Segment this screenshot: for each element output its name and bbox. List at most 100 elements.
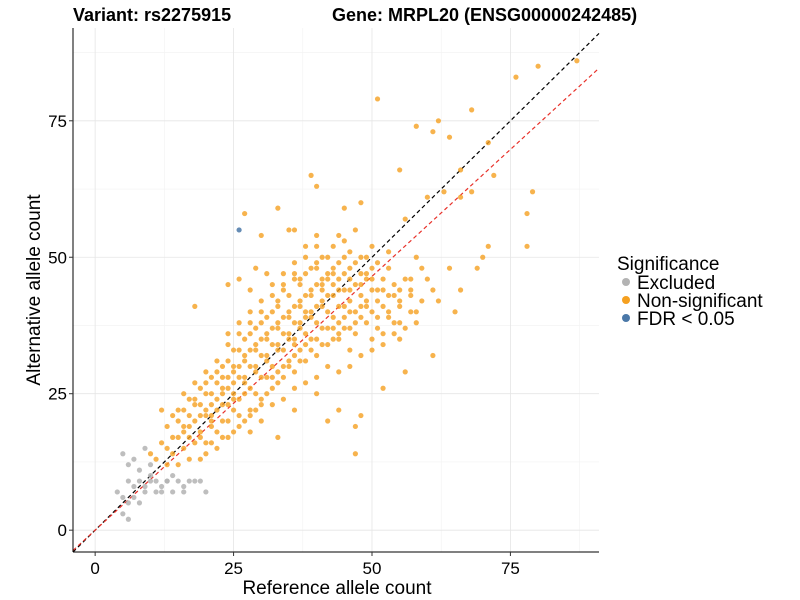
data-point-non-significant [203, 380, 209, 386]
legend-label: Excluded [637, 273, 715, 294]
data-point-non-significant [397, 336, 403, 342]
data-point-non-significant [214, 369, 220, 375]
data-point-non-significant [225, 385, 231, 391]
data-point-non-significant [236, 396, 242, 402]
data-point-non-significant [258, 402, 264, 408]
data-point-non-significant [352, 331, 358, 337]
data-point-non-significant [402, 276, 408, 282]
data-point-non-significant [291, 369, 298, 375]
data-point-non-significant [247, 331, 253, 337]
data-point-non-significant [369, 243, 375, 249]
data-point-excluded [125, 462, 131, 468]
data-point-non-significant [181, 423, 187, 430]
data-point-excluded [186, 478, 192, 484]
data-point-non-significant [341, 205, 347, 211]
data-point-non-significant [247, 429, 253, 435]
data-point-non-significant [341, 314, 347, 320]
data-point-non-significant [219, 363, 226, 370]
data-point-non-significant [374, 298, 381, 304]
data-point-non-significant [181, 445, 187, 451]
data-point-non-significant [424, 276, 430, 282]
data-point-non-significant [186, 423, 192, 430]
data-point-non-significant [280, 271, 286, 277]
data-point-non-significant [280, 374, 286, 380]
data-point-non-significant [291, 352, 298, 359]
data-point-non-significant [170, 434, 176, 440]
data-point-non-significant [291, 336, 298, 342]
data-point-non-significant [264, 271, 270, 277]
data-point-non-significant [391, 320, 397, 326]
data-point-non-significant [253, 341, 259, 348]
data-point-non-significant [424, 194, 430, 200]
data-point-non-significant [225, 281, 231, 288]
data-point-non-significant [291, 385, 298, 391]
data-point-non-significant [258, 418, 264, 424]
data-point-non-significant [214, 358, 220, 364]
data-point-excluded [164, 478, 170, 484]
x-tick-label: 25 [224, 559, 243, 578]
data-point-non-significant [302, 358, 309, 364]
data-point-excluded [142, 489, 148, 495]
data-point-non-significant [236, 412, 242, 419]
data-point-non-significant [408, 292, 414, 299]
data-point-non-significant [480, 254, 486, 260]
data-point-excluded [153, 489, 159, 495]
data-points [114, 58, 580, 522]
data-point-non-significant [363, 276, 370, 282]
data-point-non-significant [258, 232, 264, 239]
data-point-non-significant [419, 298, 425, 304]
legend-key-fdr-0-05 [622, 314, 630, 322]
data-point-non-significant [264, 358, 270, 364]
data-point-non-significant [413, 254, 419, 260]
data-point-non-significant [314, 260, 320, 266]
data-point-non-significant [242, 336, 248, 342]
data-point-non-significant [319, 325, 325, 331]
data-point-non-significant [358, 412, 364, 419]
data-point-non-significant [474, 265, 480, 271]
data-point-non-significant [219, 434, 226, 440]
data-point-non-significant [308, 172, 314, 178]
data-point-non-significant [197, 402, 203, 408]
data-point-non-significant [369, 336, 375, 342]
data-point-non-significant [319, 298, 325, 304]
data-point-non-significant [358, 352, 364, 359]
data-point-non-significant [380, 276, 386, 282]
data-point-non-significant [208, 423, 215, 430]
data-point-non-significant [469, 189, 475, 195]
legend-title: Significance [617, 254, 719, 275]
data-point-excluded [125, 500, 131, 506]
data-point-non-significant [352, 260, 358, 266]
data-point-non-significant [397, 287, 403, 293]
data-point-non-significant [325, 254, 331, 260]
data-point-non-significant [253, 369, 259, 375]
data-point-non-significant [225, 418, 231, 424]
data-point-non-significant [219, 374, 226, 380]
data-point-non-significant [280, 281, 286, 288]
data-point-non-significant [330, 325, 336, 331]
data-point-non-significant [352, 320, 358, 326]
data-point-non-significant [297, 298, 303, 304]
data-point-non-significant [430, 129, 436, 135]
data-point-non-significant [308, 292, 314, 299]
data-point-non-significant [197, 385, 203, 391]
data-point-non-significant [336, 303, 342, 309]
data-point-non-significant [297, 303, 303, 309]
data-point-non-significant [253, 391, 259, 397]
data-point-non-significant [219, 391, 226, 397]
data-point-non-significant [380, 303, 386, 309]
data-point-excluded [131, 494, 137, 501]
data-point-non-significant [341, 254, 347, 260]
data-point-non-significant [203, 407, 209, 413]
data-point-non-significant [413, 309, 419, 315]
data-point-non-significant [225, 402, 231, 408]
data-point-non-significant [336, 287, 342, 293]
data-point-non-significant [529, 189, 536, 195]
data-point-non-significant [192, 440, 198, 446]
data-point-non-significant [219, 418, 226, 424]
data-point-non-significant [230, 347, 237, 353]
data-point-non-significant [236, 276, 242, 282]
data-point-non-significant [264, 336, 270, 342]
data-point-non-significant [225, 374, 231, 380]
data-point-non-significant [397, 167, 403, 173]
data-point-non-significant [391, 281, 397, 288]
